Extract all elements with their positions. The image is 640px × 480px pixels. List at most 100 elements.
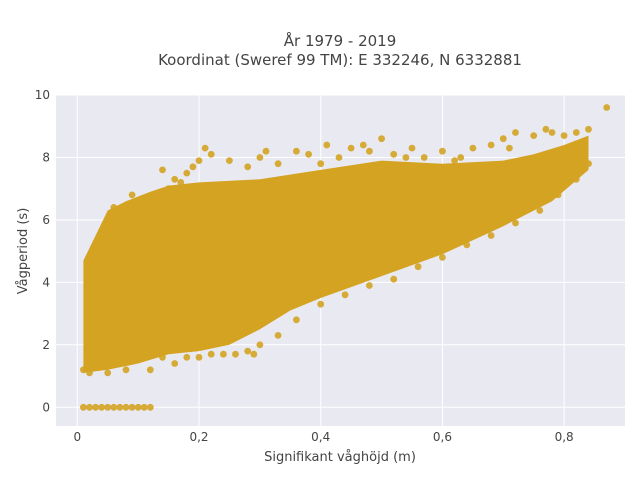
y-tick-label: 2 <box>42 338 50 352</box>
scatter-point <box>92 403 99 411</box>
scatter-point <box>244 347 252 355</box>
scatter-point <box>92 335 99 342</box>
scatter-point <box>262 147 270 155</box>
scatter-point <box>366 147 373 155</box>
scatter-point <box>220 350 227 358</box>
scatter-point <box>359 141 367 149</box>
scatter-point <box>542 125 550 133</box>
scatter-point <box>335 154 343 161</box>
scatter-point <box>80 366 87 374</box>
scatter-point <box>499 135 507 143</box>
scatter-point <box>122 263 130 271</box>
scatter-point <box>390 150 398 158</box>
scatter-point <box>159 191 166 199</box>
scatter-point <box>530 132 538 140</box>
scatter-point <box>183 169 191 177</box>
scatter-point <box>140 216 148 224</box>
scatter-point <box>572 129 580 136</box>
scatter-point <box>487 141 495 149</box>
scatter-point <box>207 350 215 358</box>
scatter-points <box>80 104 611 411</box>
scatter-point <box>402 154 410 161</box>
scatter-point <box>128 403 136 411</box>
y-tick-label: 0 <box>42 400 50 414</box>
scatter-point <box>171 175 179 183</box>
scatter-point <box>585 160 592 168</box>
scatter-point <box>86 357 93 364</box>
scatter-point <box>293 316 300 324</box>
x-axis-title: Signifikant våghöjd (m) <box>264 450 416 465</box>
scatter-point <box>317 300 325 308</box>
scatter-point <box>548 129 556 136</box>
x-tick-label: 0 <box>73 430 81 444</box>
scatter-point <box>146 207 154 214</box>
scatter-point <box>153 197 160 205</box>
scatter-point <box>171 360 179 367</box>
scatter-point <box>554 191 562 199</box>
scatter-point <box>98 316 105 324</box>
scatter-point <box>305 150 312 158</box>
scatter-point <box>408 144 416 152</box>
scatter-point <box>207 150 215 158</box>
scatter-point <box>116 403 124 411</box>
scatter-point <box>274 160 282 168</box>
scatter-point <box>110 403 118 411</box>
scatter-point <box>177 179 185 186</box>
scatter-point <box>128 244 136 252</box>
scatter-point <box>506 144 513 152</box>
scatter-point <box>487 232 495 239</box>
scatter-point <box>250 350 258 358</box>
scatter-point <box>110 204 118 211</box>
scatter-point <box>457 154 465 161</box>
scatter-density-fill <box>83 135 589 373</box>
scatter-point <box>146 403 154 411</box>
scatter-point <box>560 132 568 140</box>
scatter-point <box>512 129 519 136</box>
axis-tick-labels: 0 0,2 0,4 0,6 0,8 0 2 4 6 8 10 <box>35 88 574 444</box>
chart-title-line1: År 1979 - 2019 <box>284 31 397 50</box>
x-tick-label: 0,8 <box>555 430 574 444</box>
scatter-point <box>195 353 203 361</box>
scatter-point <box>536 207 544 214</box>
scatter-point <box>86 403 93 411</box>
scatter-point <box>134 353 142 361</box>
scatter-point <box>104 300 112 308</box>
scatter-point <box>378 135 385 143</box>
scatter-point <box>134 403 142 411</box>
scatter-point <box>86 369 93 377</box>
scatter-point <box>317 160 325 168</box>
scatter-point <box>585 125 592 133</box>
scatter-point <box>256 341 264 349</box>
scatter-point <box>128 191 136 199</box>
scatter-point <box>189 163 197 171</box>
x-tick-label: 0,4 <box>311 430 330 444</box>
scatter-density-band <box>83 135 589 373</box>
y-axis-title: Vågperiod (s) <box>16 208 31 295</box>
scatter-point <box>80 403 87 411</box>
y-tick-label: 10 <box>35 88 50 102</box>
scatter-point <box>341 291 349 299</box>
scatter-point <box>201 144 209 152</box>
scatter-point <box>512 219 519 227</box>
scatter-point <box>134 232 142 239</box>
scatter-point <box>439 254 446 261</box>
scatter-point <box>104 403 112 411</box>
scatter-point <box>159 353 166 361</box>
scatter-point <box>414 263 422 271</box>
scatter-point <box>110 291 118 299</box>
scatter-point <box>347 144 355 152</box>
scatter-point <box>183 353 191 361</box>
scatter-point <box>463 241 471 249</box>
scatter-point <box>140 403 148 411</box>
scatter-point <box>159 166 166 174</box>
scatter-point <box>98 403 105 411</box>
scatter-point <box>165 185 173 193</box>
chart-title-line2: Koordinat (Sweref 99 TM): E 332246, N 63… <box>158 51 522 69</box>
y-tick-label: 6 <box>42 213 50 227</box>
y-tick-label: 4 <box>42 275 50 289</box>
y-tick-label: 8 <box>42 150 50 164</box>
scatter-point <box>451 157 458 165</box>
scatter-point <box>366 282 373 289</box>
scatter-point <box>572 175 580 183</box>
